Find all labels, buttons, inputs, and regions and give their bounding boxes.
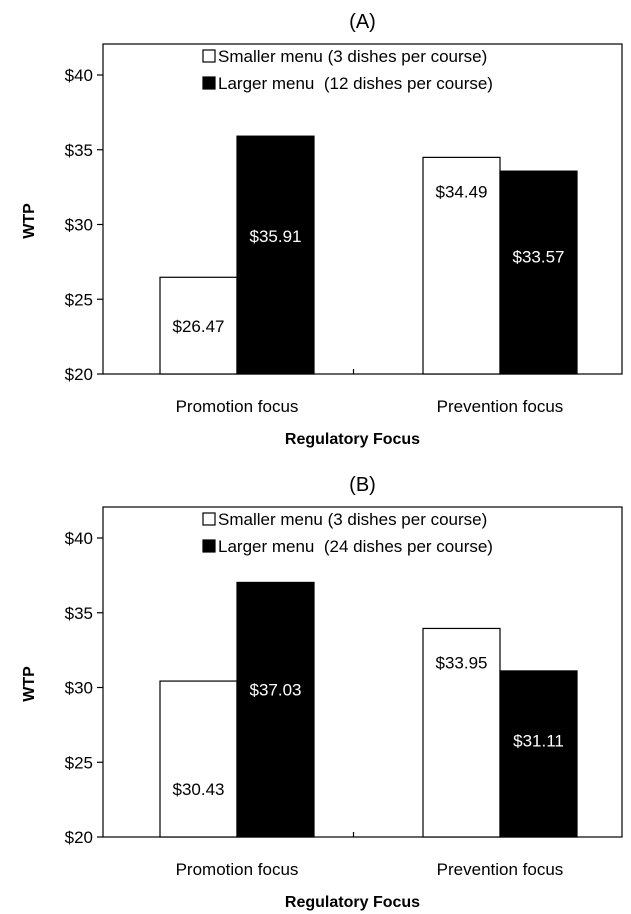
y-tick-label: $30 bbox=[65, 216, 93, 235]
y-tick-label: $30 bbox=[65, 679, 93, 698]
y-tick-label: $40 bbox=[65, 529, 93, 548]
legend-swatch bbox=[202, 49, 216, 63]
bar-smaller-prevention bbox=[422, 627, 501, 838]
category-label: Prevention focus bbox=[437, 860, 564, 879]
legend-label: Smaller menu (3 dishes per course) bbox=[218, 510, 487, 529]
data-label: $31.11 bbox=[513, 732, 564, 751]
legend-label: Larger menu (12 dishes per course) bbox=[218, 74, 493, 93]
data-label: $33.57 bbox=[513, 247, 565, 266]
y-tick-label: $35 bbox=[65, 604, 93, 623]
bar-larger-prevention bbox=[499, 170, 578, 375]
plot-frame bbox=[102, 43, 623, 375]
data-label: $33.95 bbox=[436, 653, 488, 672]
data-label: $26.47 bbox=[173, 317, 225, 336]
data-label: $35.91 bbox=[250, 227, 302, 246]
y-tick-label: $25 bbox=[65, 753, 93, 772]
legend-swatch bbox=[202, 539, 216, 553]
y-tick-label: $20 bbox=[65, 828, 93, 847]
y-tick-label: $20 bbox=[65, 365, 93, 384]
bar-larger-promotion bbox=[236, 581, 315, 838]
bar-larger-promotion bbox=[236, 135, 315, 375]
chart-panel-b: (B) $20 $25 $30 $35 $40 WTP $30.43 $37.03 Promoti… bbox=[21, 474, 623, 911]
bar-smaller-promotion bbox=[159, 680, 238, 838]
y-tick-label: $40 bbox=[65, 66, 93, 85]
y-tick-label: $35 bbox=[65, 141, 93, 160]
x-axis-title: Regulatory Focus bbox=[285, 894, 420, 911]
legend-label: Larger menu (24 dishes per course) bbox=[218, 537, 493, 556]
category-label: Promotion focus bbox=[176, 860, 299, 879]
y-tick-label: $25 bbox=[65, 290, 93, 309]
bar-smaller-prevention bbox=[422, 156, 501, 375]
plot-frame bbox=[102, 506, 623, 838]
y-axis-title: WTP bbox=[21, 203, 38, 239]
data-label: $37.03 bbox=[250, 680, 302, 699]
bar-larger-prevention bbox=[499, 670, 578, 838]
panel-title: (A) bbox=[349, 11, 376, 33]
bar-smaller-promotion bbox=[159, 276, 238, 375]
legend-label: Smaller menu (3 dishes per course) bbox=[218, 47, 487, 66]
category-label: Prevention focus bbox=[437, 397, 564, 416]
data-label: $30.43 bbox=[173, 780, 225, 799]
legend-swatch bbox=[202, 512, 216, 526]
chart-panel-a: (A) $20 $25 $30 $35 $40 WTP $26.47 $35.91 Promoti… bbox=[21, 11, 623, 448]
y-axis-title: WTP bbox=[21, 666, 38, 702]
legend-swatch bbox=[202, 76, 216, 90]
panel-title: (B) bbox=[349, 474, 376, 496]
category-label: Promotion focus bbox=[176, 397, 299, 416]
x-axis-title: Regulatory Focus bbox=[285, 431, 420, 448]
data-label: $34.49 bbox=[436, 182, 488, 201]
